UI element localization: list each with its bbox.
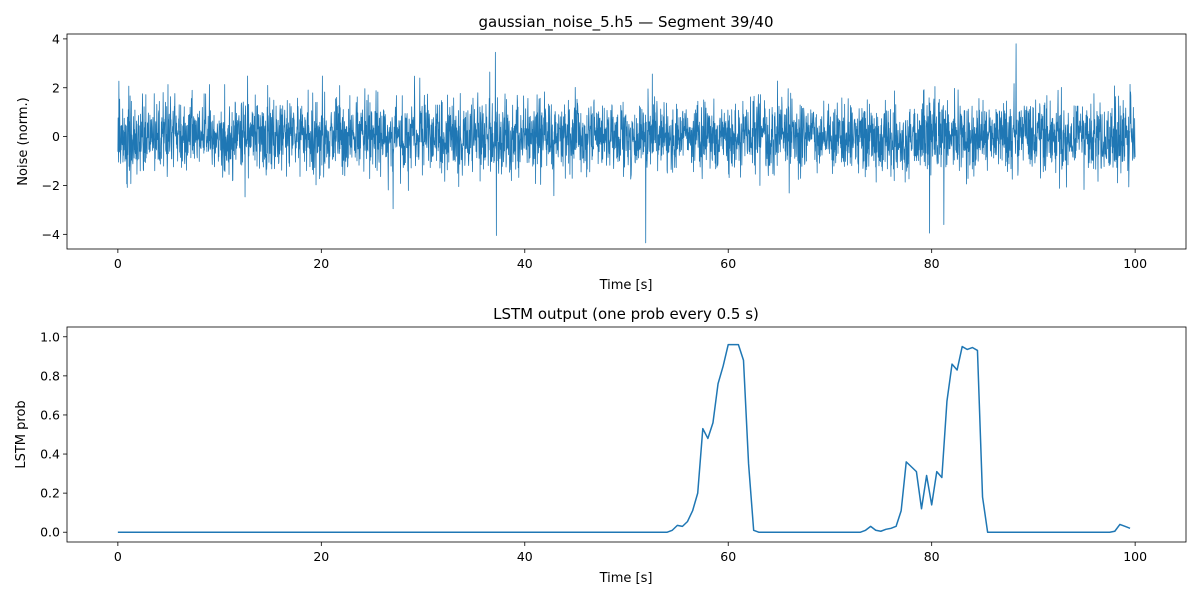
x-tick-label: 40 bbox=[517, 256, 533, 271]
y-tick-label: 4 bbox=[52, 31, 60, 46]
noise-chart-title: gaussian_noise_5.h5 — Segment 39/40 bbox=[478, 13, 773, 32]
noise-chart-x-ticks: 0 20 40 60 80 100 bbox=[114, 249, 1147, 271]
series-path bbox=[117, 343, 1131, 533]
x-tick-label: 40 bbox=[517, 549, 533, 564]
y-tick-label: 0.2 bbox=[40, 486, 60, 501]
y-tick-label: 0.6 bbox=[40, 407, 60, 422]
x-tick-label: 80 bbox=[924, 256, 940, 271]
noise-series-line bbox=[117, 43, 1136, 244]
x-tick-label: 20 bbox=[313, 549, 329, 564]
y-tick-label: −2 bbox=[42, 178, 60, 193]
x-tick-label: 100 bbox=[1123, 549, 1147, 564]
y-tick-label: 2 bbox=[52, 80, 60, 95]
series-path bbox=[117, 43, 1136, 244]
x-tick-label: 60 bbox=[720, 256, 736, 271]
lstm-series-line bbox=[117, 343, 1131, 533]
noise-chart-axes-frame bbox=[66, 33, 1187, 250]
x-tick-label: 60 bbox=[720, 549, 736, 564]
y-tick-label: 0.8 bbox=[40, 368, 60, 383]
noise-chart-y-label: Noise (norm.) bbox=[16, 97, 31, 185]
x-tick-label: 20 bbox=[313, 256, 329, 271]
x-tick-label: 80 bbox=[924, 549, 940, 564]
lstm-chart-x-ticks: 0 20 40 60 80 100 bbox=[114, 542, 1147, 564]
lstm-chart-x-label: Time [s] bbox=[599, 571, 653, 586]
lstm-chart-y-ticks: 0.0 0.2 0.4 0.6 0.8 1.0 bbox=[40, 329, 67, 540]
lstm-chart-axes-frame bbox=[66, 326, 1187, 543]
lstm-chart-title: LSTM output (one prob every 0.5 s) bbox=[493, 305, 759, 323]
y-tick-label: 0.0 bbox=[40, 525, 60, 540]
x-tick-label: 100 bbox=[1123, 256, 1147, 271]
noise-chart-y-ticks: −4 −2 0 2 4 bbox=[42, 31, 67, 242]
noise-chart: gaussian_noise_5.h5 — Segment 39/40 0 20 4… bbox=[16, 13, 1187, 293]
y-tick-label: 1.0 bbox=[40, 329, 60, 344]
y-tick-label: 0.4 bbox=[40, 447, 60, 462]
lstm-chart-y-label: LSTM prob bbox=[14, 400, 29, 468]
x-tick-label: 0 bbox=[114, 256, 122, 271]
noise-chart-x-label: Time [s] bbox=[599, 278, 653, 293]
y-tick-label: 0 bbox=[52, 129, 60, 144]
lstm-chart: LSTM output (one prob every 0.5 s) 0 20 40… bbox=[14, 305, 1187, 586]
x-tick-label: 0 bbox=[114, 549, 122, 564]
y-tick-label: −4 bbox=[42, 227, 60, 242]
